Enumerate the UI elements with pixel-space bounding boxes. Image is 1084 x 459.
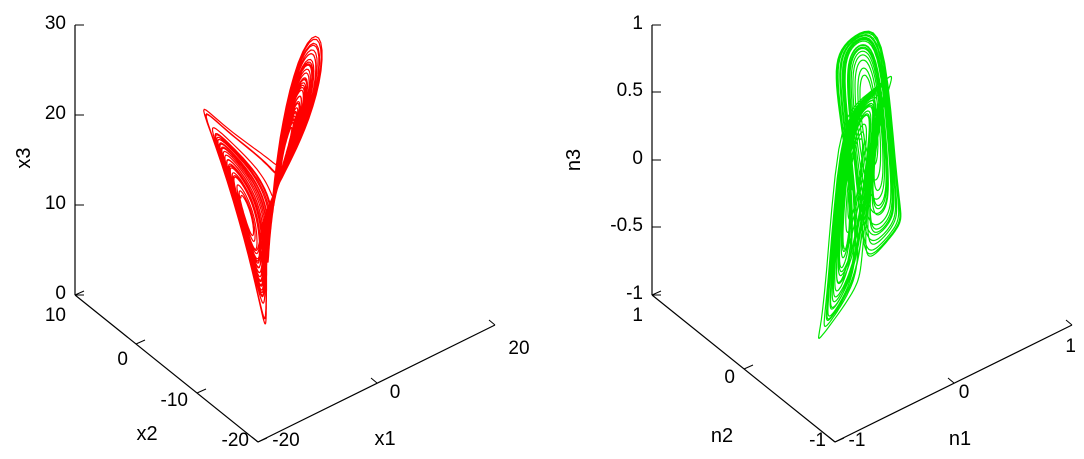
- left-x-axis-line: [257, 324, 496, 443]
- right-z-tick-label: 0: [632, 148, 643, 169]
- left-z-axis-label: x3: [13, 147, 35, 168]
- right-y-tick: [651, 290, 662, 296]
- right-axes: [651, 24, 1073, 443]
- right-y-tick-label: 0: [724, 367, 735, 388]
- left-y-tick: [74, 290, 85, 296]
- right-x-axis-label: n1: [949, 428, 971, 450]
- left-z-tick-label: 0: [55, 283, 66, 304]
- right-chart: -1 -0.5 0 0.5 1 1 0 -1 -1 0 1 n3 n2 n1: [563, 13, 1076, 451]
- right-y-axis-line: [651, 294, 836, 443]
- left-y-tick-label: -20: [222, 430, 249, 451]
- left-axes: [74, 24, 496, 443]
- right-z-tick-label: -0.5: [610, 215, 643, 236]
- right-y-tick: [834, 437, 845, 443]
- left-y-axis-label: x2: [136, 423, 157, 445]
- left-x-tick-label: 0: [390, 382, 401, 403]
- right-x-tick-label: 0: [959, 382, 970, 403]
- right-z-axis-label: n3: [563, 149, 585, 171]
- left-y-axis-line: [74, 294, 259, 443]
- left-y-tick-label: 0: [117, 349, 128, 370]
- left-x-tick-label: -20: [272, 430, 299, 451]
- left-x-tick-label: 20: [508, 338, 529, 359]
- right-trajectory: [818, 30, 902, 339]
- right-x-axis-line: [834, 324, 1073, 443]
- right-y-axis-label: n2: [711, 425, 733, 447]
- left-chart: 0 10 20 30 10 0 -10 -20 -20 0 20 x3 x2 x…: [13, 13, 530, 451]
- right-z-tick-label: 0.5: [617, 80, 643, 101]
- left-z-tick-label: 20: [45, 103, 66, 124]
- right-x-tick-label: 1: [1065, 336, 1076, 357]
- right-x-tick: [828, 436, 836, 443]
- left-x-axis-label: x1: [374, 428, 395, 450]
- left-y-tick-label: 10: [45, 305, 66, 326]
- left-trajectory: [203, 35, 323, 325]
- right-y-tick-label: -1: [809, 430, 826, 451]
- left-x-tick: [251, 436, 259, 443]
- left-y-tick: [135, 339, 146, 345]
- left-y-tick-label: -10: [161, 390, 188, 411]
- right-z-tick-label: -1: [626, 283, 643, 304]
- left-x-tick: [488, 319, 496, 326]
- right-x-tick: [1065, 319, 1073, 326]
- right-z-tick-label: 1: [632, 13, 643, 34]
- right-x-tick: [947, 377, 955, 384]
- left-x-tick: [370, 377, 378, 384]
- left-z-tick-label: 30: [45, 13, 66, 34]
- left-y-tick: [196, 388, 207, 394]
- left-z-tick-label: 10: [45, 193, 66, 214]
- right-x-tick-label: -1: [849, 430, 866, 451]
- right-y-tick-label: 1: [632, 305, 643, 326]
- right-y-tick: [743, 364, 754, 370]
- left-y-tick: [257, 437, 268, 443]
